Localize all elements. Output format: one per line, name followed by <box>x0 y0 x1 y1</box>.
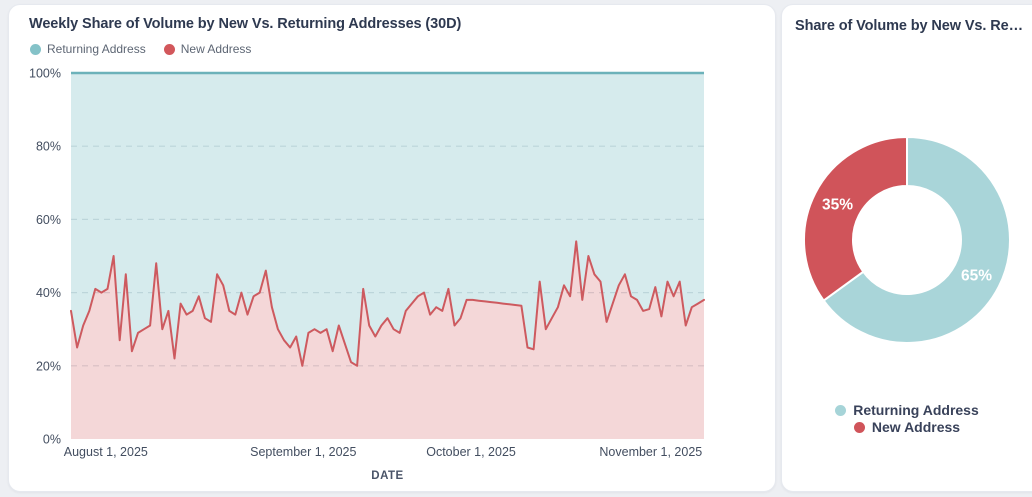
returning-address-area[interactable] <box>71 73 704 366</box>
legend-item-new-address[interactable]: New Address <box>853 419 961 435</box>
legend-item-returning-address[interactable]: Returning Address <box>835 402 979 418</box>
y-axis-label: 20% <box>36 359 61 373</box>
donut-slice-returning-address[interactable] <box>822 135 1011 344</box>
x-axis-label: September 1, 2025 <box>250 445 356 459</box>
legend-label: Returning Address <box>853 402 979 418</box>
stacked-area-chart[interactable]: 0% 20% 40% 60% 80% 100% August 1, 2025 Septembe… <box>9 63 775 487</box>
new-address-line[interactable] <box>70 240 705 367</box>
legend-label: Returning Address <box>47 42 146 56</box>
x-axis-label: August 1, 2025 <box>64 445 148 459</box>
y-axis-label: 60% <box>36 213 61 227</box>
area-chart-legend: Returning Address New Address <box>30 42 251 56</box>
share-donut-chart-card: Share of Volume by New Vs. Re… 65% 35% Re… <box>781 4 1032 492</box>
donut-data-label: 65% <box>961 267 992 284</box>
y-axis-label: 80% <box>36 140 61 154</box>
donut-chart[interactable]: 65% 35% <box>802 135 1012 345</box>
returning-address-legend-dot-icon <box>30 43 41 55</box>
legend-item-new-address[interactable]: New Address <box>163 42 252 56</box>
x-axis-label: November 1, 2025 <box>599 445 702 459</box>
donut-chart-legend: Returning Address New Address <box>782 402 1032 435</box>
y-axis-label: 0% <box>43 433 61 447</box>
new-address-legend-dot-icon <box>853 421 865 433</box>
legend-item-returning-address[interactable]: Returning Address <box>30 42 146 56</box>
donut-chart-title: Share of Volume by New Vs. Re… <box>795 18 1023 34</box>
legend-label: New Address <box>180 42 252 56</box>
new-address-legend-dot-icon <box>163 43 175 55</box>
x-axis-label: October 1, 2025 <box>426 445 516 459</box>
x-axis-title: DATE <box>371 470 403 482</box>
y-axis-label: 100% <box>29 67 61 81</box>
weekly-share-area-chart-card: Weekly Share of Volume by New Vs. Return… <box>8 4 776 492</box>
returning-address-legend-dot-icon <box>835 404 847 416</box>
legend-label: New Address <box>871 419 961 435</box>
donut-slice-new-address[interactable] <box>803 135 908 302</box>
y-axis-label: 40% <box>36 286 61 300</box>
new-address-area[interactable] <box>71 241 704 439</box>
area-chart-title: Weekly Share of Volume by New Vs. Return… <box>29 16 462 32</box>
donut-data-label: 35% <box>822 197 853 214</box>
